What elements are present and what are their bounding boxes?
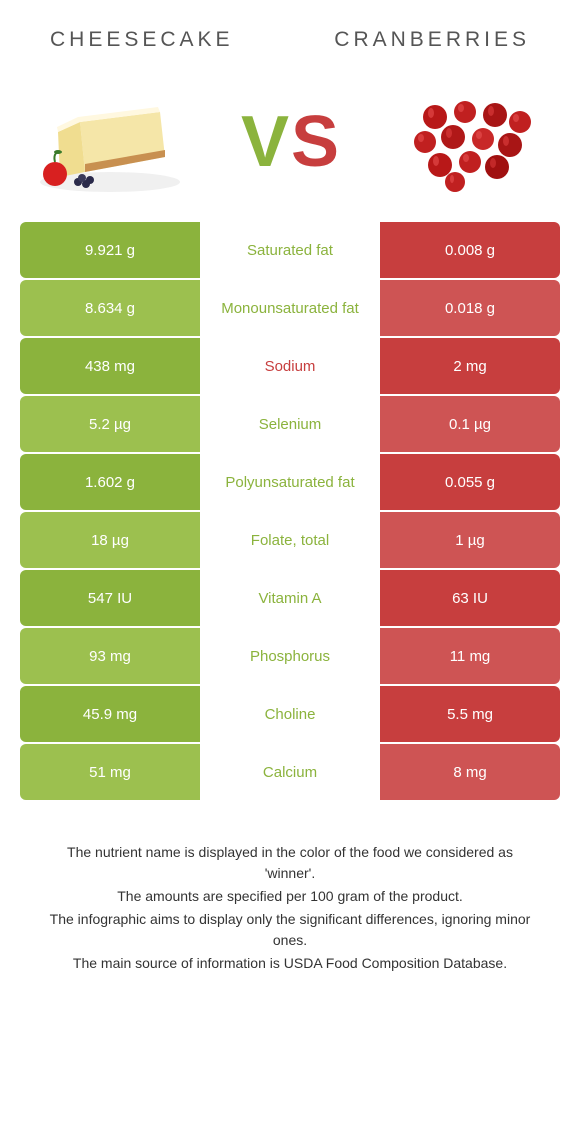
value-right: 1 µg (380, 512, 560, 568)
vs-label: VS (241, 101, 339, 183)
vs-s: S (291, 101, 339, 183)
cheesecake-image (30, 82, 190, 202)
vs-v: V (241, 101, 289, 183)
value-left: 8.634 g (20, 280, 200, 336)
nutrient-label: Sodium (200, 338, 380, 394)
value-left: 547 IU (20, 570, 200, 626)
title-left: CHEESECAKE (50, 28, 234, 52)
table-row: 1.602 gPolyunsaturated fat0.055 g (20, 454, 560, 510)
table-row: 18 µgFolate, total1 µg (20, 512, 560, 568)
value-right: 63 IU (380, 570, 560, 626)
header: CHEESECAKE CRANBERRIES (0, 0, 580, 62)
nutrient-label: Choline (200, 686, 380, 742)
value-right: 0.055 g (380, 454, 560, 510)
value-right: 11 mg (380, 628, 560, 684)
nutrient-label: Polyunsaturated fat (200, 454, 380, 510)
value-right: 0.018 g (380, 280, 560, 336)
footer-notes: The nutrient name is displayed in the co… (0, 802, 580, 974)
nutrient-label: Folate, total (200, 512, 380, 568)
value-right: 2 mg (380, 338, 560, 394)
value-right: 0.008 g (380, 222, 560, 278)
footer-line-3: The infographic aims to display only the… (40, 909, 540, 951)
nutrient-label: Saturated fat (200, 222, 380, 278)
value-left: 9.921 g (20, 222, 200, 278)
value-left: 51 mg (20, 744, 200, 800)
table-row: 8.634 gMonounsaturated fat0.018 g (20, 280, 560, 336)
hero-row: VS (0, 62, 580, 222)
cranberries-image (390, 82, 550, 202)
nutrient-label: Calcium (200, 744, 380, 800)
table-row: 93 mgPhosphorus11 mg (20, 628, 560, 684)
table-row: 9.921 gSaturated fat0.008 g (20, 222, 560, 278)
footer-line-1: The nutrient name is displayed in the co… (40, 842, 540, 884)
table-row: 51 mgCalcium8 mg (20, 744, 560, 800)
value-left: 18 µg (20, 512, 200, 568)
value-left: 5.2 µg (20, 396, 200, 452)
footer-line-4: The main source of information is USDA F… (40, 953, 540, 974)
nutrient-label: Selenium (200, 396, 380, 452)
value-left: 45.9 mg (20, 686, 200, 742)
table-row: 547 IUVitamin A63 IU (20, 570, 560, 626)
value-right: 8 mg (380, 744, 560, 800)
value-left: 93 mg (20, 628, 200, 684)
nutrient-label: Phosphorus (200, 628, 380, 684)
footer-line-2: The amounts are specified per 100 gram o… (40, 886, 540, 907)
value-left: 1.602 g (20, 454, 200, 510)
value-right: 5.5 mg (380, 686, 560, 742)
table-row: 5.2 µgSelenium0.1 µg (20, 396, 560, 452)
title-right: CRANBERRIES (334, 28, 530, 52)
nutrient-label: Monounsaturated fat (200, 280, 380, 336)
table-row: 45.9 mgCholine5.5 mg (20, 686, 560, 742)
comparison-table: 9.921 gSaturated fat0.008 g8.634 gMonoun… (0, 222, 580, 800)
nutrient-label: Vitamin A (200, 570, 380, 626)
table-row: 438 mgSodium2 mg (20, 338, 560, 394)
value-right: 0.1 µg (380, 396, 560, 452)
value-left: 438 mg (20, 338, 200, 394)
